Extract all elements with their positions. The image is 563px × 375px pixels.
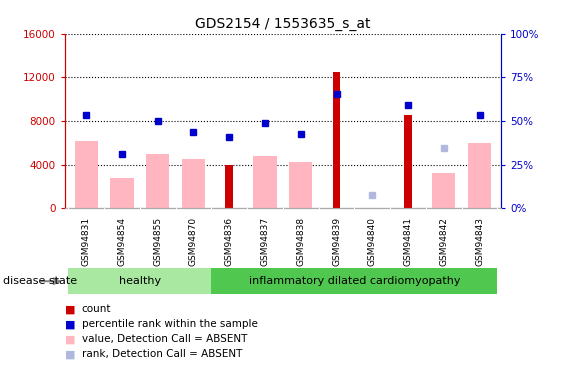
- Bar: [333, 72, 341, 208]
- Bar: [468, 143, 491, 208]
- Text: count: count: [82, 304, 111, 314]
- Text: GSM94831: GSM94831: [82, 217, 91, 266]
- Text: ■: ■: [65, 334, 75, 344]
- Bar: [146, 154, 169, 208]
- Text: GSM94843: GSM94843: [475, 217, 484, 266]
- Text: GSM94837: GSM94837: [261, 217, 270, 266]
- Bar: [110, 178, 133, 208]
- Text: GSM94854: GSM94854: [118, 217, 127, 266]
- Bar: [74, 141, 98, 208]
- Text: GSM94838: GSM94838: [296, 217, 305, 266]
- Text: GSM94842: GSM94842: [439, 217, 448, 266]
- Bar: [432, 173, 455, 208]
- Text: rank, Detection Call = ABSENT: rank, Detection Call = ABSENT: [82, 350, 242, 359]
- Text: GSM94836: GSM94836: [225, 217, 234, 266]
- Text: disease state: disease state: [3, 276, 77, 286]
- Bar: [68, 268, 211, 294]
- Text: GSM94839: GSM94839: [332, 217, 341, 266]
- Text: ■: ■: [65, 350, 75, 359]
- Text: percentile rank within the sample: percentile rank within the sample: [82, 320, 257, 329]
- Text: GSM94841: GSM94841: [404, 217, 413, 266]
- Bar: [289, 162, 312, 208]
- Text: inflammatory dilated cardiomyopathy: inflammatory dilated cardiomyopathy: [249, 276, 460, 286]
- Bar: [225, 165, 233, 208]
- Text: healthy: healthy: [119, 276, 161, 286]
- Bar: [253, 156, 276, 208]
- Text: GSM94855: GSM94855: [153, 217, 162, 266]
- Title: GDS2154 / 1553635_s_at: GDS2154 / 1553635_s_at: [195, 17, 370, 32]
- Text: GSM94870: GSM94870: [189, 217, 198, 266]
- Text: ■: ■: [65, 304, 75, 314]
- Text: GSM94840: GSM94840: [368, 217, 377, 266]
- Text: value, Detection Call = ABSENT: value, Detection Call = ABSENT: [82, 334, 247, 344]
- Bar: [182, 159, 205, 208]
- Bar: [211, 268, 498, 294]
- Text: ■: ■: [65, 320, 75, 329]
- Bar: [404, 116, 412, 208]
